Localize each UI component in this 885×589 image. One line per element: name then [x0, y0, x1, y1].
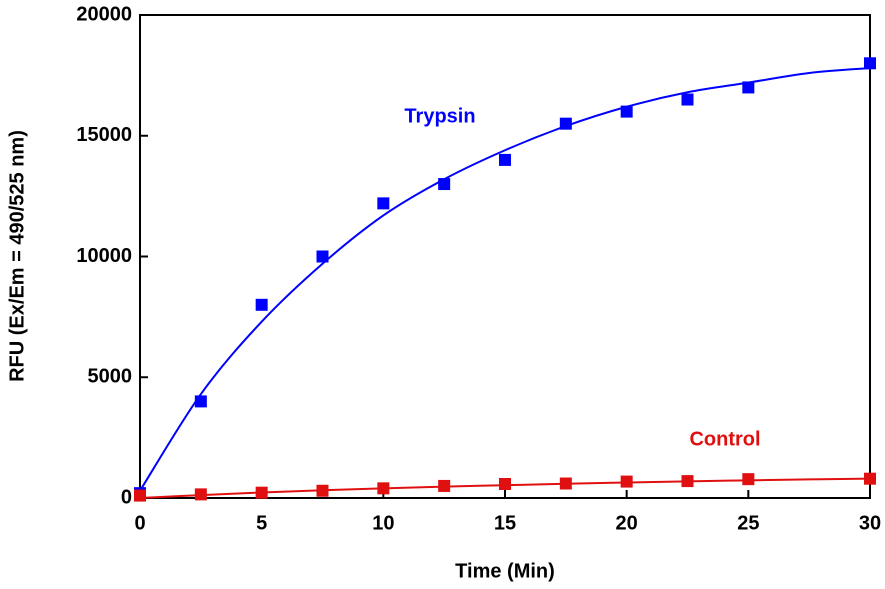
x-tick-label: 0	[134, 512, 145, 534]
data-point	[864, 472, 876, 485]
data-point	[194, 488, 207, 501]
y-tick-label: 0	[121, 486, 132, 508]
x-tick-label: 5	[256, 512, 267, 534]
data-point	[742, 81, 755, 94]
data-point	[194, 395, 207, 408]
data-point	[134, 489, 146, 502]
data-point	[620, 105, 633, 118]
x-tick-label: 25	[737, 512, 759, 534]
data-point	[499, 153, 511, 166]
data-point	[255, 298, 268, 311]
y-tick-label: 20000	[76, 3, 132, 25]
data-point	[316, 484, 329, 497]
x-tick-label: 30	[859, 512, 881, 534]
x-tick-label: 10	[372, 512, 394, 534]
data-point	[559, 117, 572, 130]
data-point	[255, 486, 268, 499]
data-point	[438, 178, 451, 191]
x-tick-label: 15	[494, 512, 516, 534]
series-label: Trypsin	[404, 105, 475, 127]
x-axis-label: Time (Min)	[455, 560, 555, 582]
y-tick-label: 15000	[76, 124, 132, 146]
data-point	[681, 93, 694, 106]
fit-line	[139, 67, 871, 492]
data-point	[377, 197, 390, 210]
series-label: Control	[689, 428, 760, 450]
data-point	[864, 57, 876, 70]
x-tick-label: 20	[616, 512, 638, 534]
y-tick-label: 5000	[88, 366, 133, 388]
data-point	[499, 477, 511, 490]
data-point	[681, 475, 694, 488]
y-tick-label: 10000	[76, 245, 132, 267]
data-point	[742, 473, 755, 486]
data-point	[377, 482, 390, 495]
plot-frame	[139, 14, 871, 499]
data-point	[438, 479, 451, 492]
y-axis-label: RFU (Ex/Em = 490/525 nm)	[6, 130, 28, 382]
data-point	[559, 477, 572, 490]
data-point	[620, 475, 633, 488]
data-point	[316, 250, 329, 263]
